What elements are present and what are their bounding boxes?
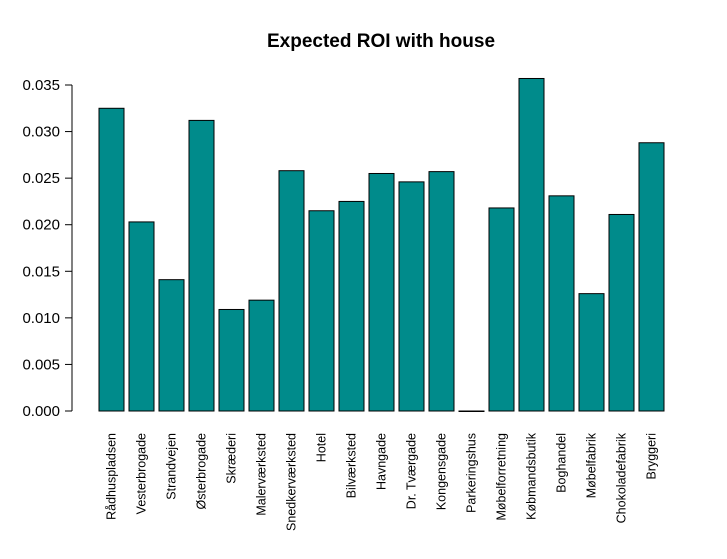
x-category-label: Strandvejen (165, 433, 179, 500)
bar (398, 181, 425, 412)
bar (428, 171, 455, 412)
y-tick-label: 0.005 (22, 356, 60, 373)
y-axis: 0.000 0.005 0.010 0.015 0.020 0.025 0.030 0.035 (22, 77, 73, 420)
bar (368, 172, 395, 412)
y-tick-label: 0.035 (22, 77, 60, 94)
bar (488, 207, 515, 412)
y-tick-label: 0.025 (22, 170, 60, 187)
x-axis-labels: Rådhuspladsen Vesterbrogade Strandvejen Øst… (105, 432, 659, 531)
bar (278, 170, 305, 412)
y-tick-label: 0.030 (22, 124, 60, 141)
x-category-label: Boghandel (555, 433, 569, 493)
x-category-label: Dr. Tværgade (405, 433, 419, 509)
bar (638, 142, 665, 412)
x-category-label: Snedkerværksted (285, 433, 299, 531)
bar (548, 195, 575, 412)
x-category-label: Kongensgade (435, 433, 449, 510)
bar (338, 200, 365, 412)
bar (128, 221, 155, 412)
x-category-label: Vesterbrogade (135, 433, 149, 514)
x-category-label: Malerværksted (255, 433, 269, 516)
x-category-label: Chokoladefabrik (615, 432, 629, 523)
x-category-label: Østerbrogade (195, 433, 209, 509)
x-category-label: Skræderi (225, 433, 239, 484)
x-category-label: Møbelfabrik (585, 432, 599, 498)
x-category-label: Havngade (375, 433, 389, 490)
bar (248, 299, 275, 412)
y-tick-label: 0.010 (22, 310, 60, 327)
bar (218, 308, 245, 412)
bar (188, 119, 215, 412)
x-category-label: Parkeringshus (465, 433, 479, 513)
bar (518, 77, 545, 412)
bars-group (98, 77, 665, 412)
bar (458, 410, 485, 412)
bar (158, 279, 185, 412)
chart-title: Expected ROI with house (267, 31, 495, 52)
x-category-label: Rådhuspladsen (105, 433, 119, 520)
bar (98, 107, 125, 412)
bar (608, 213, 635, 412)
x-category-label: Købmandsbutik (525, 432, 539, 520)
y-tick-label: 0.015 (22, 263, 60, 280)
x-category-label: Bilværksted (345, 433, 359, 498)
y-tick-label: 0.000 (22, 403, 60, 420)
y-tick-label: 0.020 (22, 217, 60, 234)
bar (308, 210, 335, 412)
bar (578, 293, 605, 412)
x-category-label: Møbelforretning (495, 433, 509, 521)
x-category-label: Bryggeri (645, 433, 659, 480)
x-category-label: Hotel (315, 433, 329, 462)
